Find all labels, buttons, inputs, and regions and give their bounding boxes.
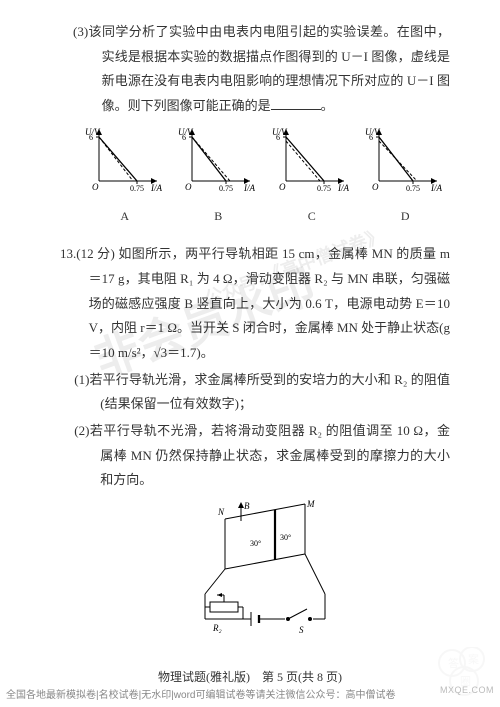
svg-text:U/V: U/V <box>178 127 194 137</box>
svg-text:M: M <box>306 499 315 509</box>
graph-b: U/V I/A 6 0.75 O B <box>178 125 258 228</box>
graph-c-label: C <box>272 205 352 228</box>
graph-d: U/V I/A 6 0.75 O D <box>365 125 445 228</box>
q3-text: (3)该同学分析了实验中由电表内电阻引起的实验误差。在图中，实线是根据本实验的数… <box>60 20 450 119</box>
circuit-diagram: B N M 30° 30° R₂ <box>60 499 450 639</box>
graph-a-label: A <box>85 205 165 228</box>
svg-text:30°: 30° <box>280 533 291 542</box>
svg-text:N: N <box>217 507 225 517</box>
graph-c-svg: U/V I/A 6 0.75 O <box>272 125 352 195</box>
q3-suffix: 。 <box>321 98 334 113</box>
svg-text:6: 6 <box>276 133 280 142</box>
svg-text:0.75: 0.75 <box>317 184 331 193</box>
svg-text:O: O <box>185 182 192 192</box>
svg-text:O: O <box>279 182 286 192</box>
svg-text:6: 6 <box>89 133 93 142</box>
svg-text:O: O <box>372 182 379 192</box>
svg-text:O: O <box>92 182 99 192</box>
q3-blank <box>271 96 321 110</box>
svg-text:I/A: I/A <box>150 183 162 193</box>
corner-url: MXQE.COM <box>440 682 494 699</box>
svg-text:6: 6 <box>182 133 186 142</box>
graph-b-label: B <box>178 205 258 228</box>
graph-a: U/V I/A 6 0.75 O A <box>85 125 165 228</box>
svg-text:答: 答 <box>448 656 459 670</box>
bottom-note: 全国各地最新模拟卷|名校试卷|无水印|word可编辑试卷等请关注微信公众号：高中… <box>6 686 395 705</box>
page-content: (3)该同学分析了实验中由电表内电阻引起的实验误差。在图中，实线是根据本实验的数… <box>0 0 500 649</box>
svg-text:案: 案 <box>468 652 479 666</box>
svg-text:U/V: U/V <box>272 127 288 137</box>
svg-text:30°: 30° <box>250 539 261 548</box>
graph-d-svg: U/V I/A 6 0.75 O <box>365 125 445 195</box>
svg-text:0.75: 0.75 <box>219 184 233 193</box>
q13-sub1: (1)若平行导轨光滑，求金属棒所受到的安培力的大小和 R₂ 的阻值(结果保留一位… <box>74 368 450 417</box>
graph-c: U/V I/A 6 0.75 O C <box>272 125 352 228</box>
svg-text:6: 6 <box>369 133 373 142</box>
graph-row: U/V I/A 6 0.75 O A U/V I/A 6 <box>80 125 450 228</box>
svg-text:I/A: I/A <box>337 183 349 193</box>
q13-head: 13.(12 分) 如图所示，两平行导轨相距 15 cm，金属棒 MN 的质量 … <box>60 242 450 365</box>
graph-d-label: D <box>365 205 445 228</box>
svg-text:S: S <box>299 625 304 635</box>
graph-a-svg: U/V I/A 6 0.75 O <box>85 125 165 195</box>
svg-text:I/A: I/A <box>430 183 442 193</box>
svg-text:R₂: R₂ <box>212 623 222 633</box>
q3-body: (3)该同学分析了实验中由电表内电阻引起的实验误差。在图中，实线是根据本实验的数… <box>73 24 450 113</box>
q13-sub2: (2)若平行导轨不光滑，若将滑动变阻器 R₂ 的阻值调至 10 Ω，金属棒 MN… <box>74 419 450 493</box>
svg-text:B: B <box>244 501 250 511</box>
svg-text:0.75: 0.75 <box>406 184 420 193</box>
svg-text:I/A: I/A <box>243 183 255 193</box>
svg-text:U/V: U/V <box>85 127 101 137</box>
svg-text:0.75: 0.75 <box>130 184 144 193</box>
graph-b-svg: U/V I/A 6 0.75 O <box>178 125 258 195</box>
svg-text:U/V: U/V <box>365 127 381 137</box>
